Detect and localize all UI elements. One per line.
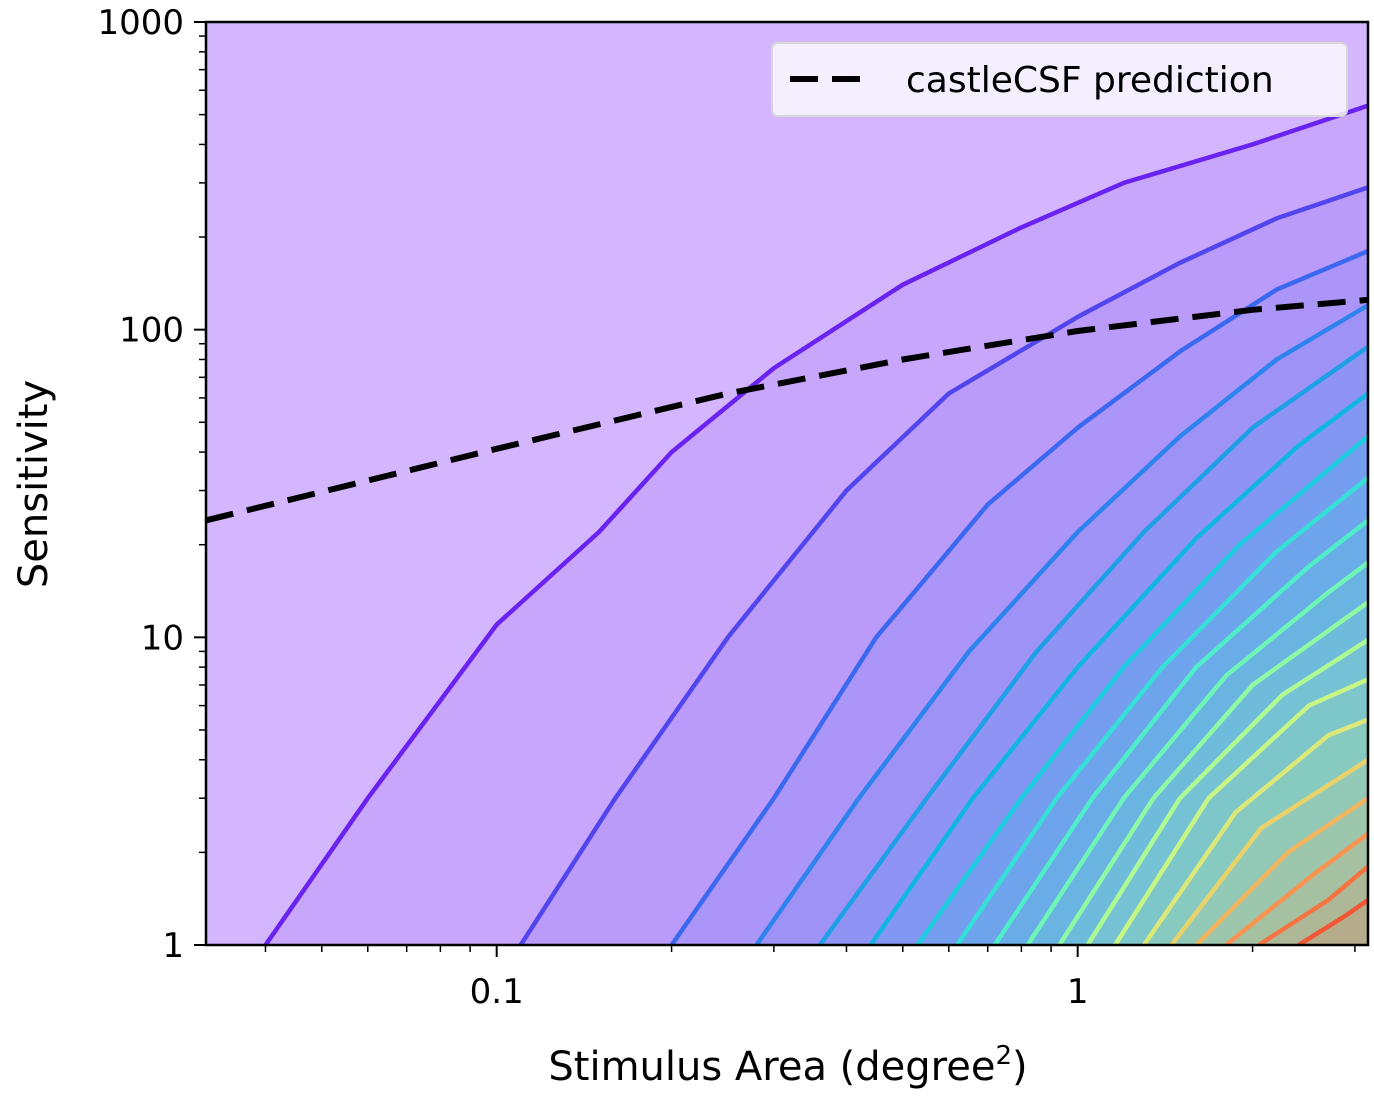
y-tick-label-4: 1000 [97,3,184,43]
x-axis-title-close: ) [1012,1044,1028,1090]
contour-band-5 [819,346,1368,945]
y-tick-label-3: 100 [119,311,184,351]
contour-lines [263,103,1368,945]
contour-line-17 [1224,831,1368,945]
contour-band-18 [1258,866,1368,945]
legend-label: castleCSF prediction [906,60,1274,101]
contour-band-15 [1171,759,1368,945]
contour-line-9 [992,518,1368,945]
y-axis-title: Sensitivity [11,380,57,588]
castlecsf-prediction-line [206,296,1368,524]
contour-band-9 [994,520,1368,945]
contour-line-7 [915,434,1368,945]
contour-line-16 [1194,796,1368,945]
y-tick-label-1: 1 [162,926,184,966]
contour-band-10 [1027,562,1368,945]
contour-line-14 [1142,717,1368,945]
contour-line-4 [754,303,1368,945]
x-axis-title-main: Stimulus Area (degree [548,1044,995,1090]
contour-band-2 [520,187,1368,945]
legend: castleCSF prediction [771,42,1348,117]
y-axis-ticks: 1 10 100 1000 [97,3,206,966]
contour-line-18 [1257,864,1368,945]
contour-line-19 [1297,898,1368,945]
contour-band-19 [1298,900,1368,945]
contour-line-2 [518,185,1368,945]
x-tick-label-2: 1 [1067,972,1089,1012]
x-tick-label-1: 0.1 [470,972,524,1012]
legend-box [771,42,1348,117]
contour-line-13 [1113,677,1368,945]
contour-line-12 [1085,638,1368,945]
contour-line-8 [955,476,1368,945]
x-axis-title: Stimulus Area (degree2) [548,1041,1027,1090]
contour-line-11 [1057,600,1368,945]
x-axis-title-superscript: 2 [995,1041,1012,1071]
plot-frame [204,20,1370,947]
contour-line-10 [1025,560,1368,945]
contour-line-6 [868,391,1368,945]
x-axis-ticks: 0.1 1 [264,945,1356,1012]
contour-line-1 [263,103,1368,945]
y-tick-label-2: 10 [141,618,184,658]
contour-line-3 [669,249,1368,945]
contour-line-5 [818,344,1368,945]
contour-line-15 [1169,757,1368,945]
contour-band-16 [1196,798,1368,945]
plot-background [206,22,1368,945]
